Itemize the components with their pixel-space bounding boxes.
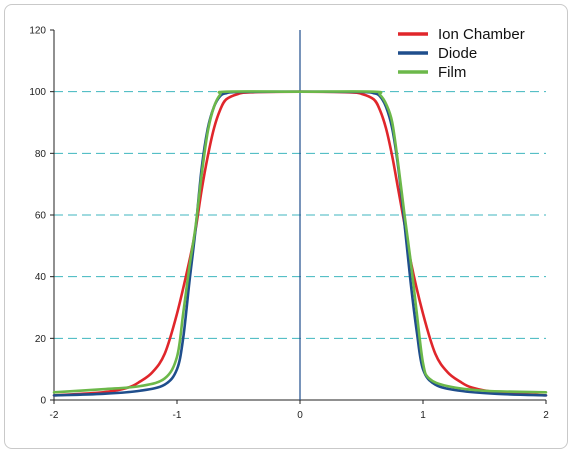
y-tick-label: 60 [35, 211, 47, 222]
legend-label-film: Film [438, 64, 466, 81]
x-tick-label: 1 [420, 410, 426, 421]
x-tick-label: 2 [543, 410, 549, 421]
y-tick-label: 80 [35, 149, 47, 160]
y-tick-label: 0 [40, 396, 46, 407]
x-tick-label: 0 [297, 410, 303, 421]
axes [50, 29, 547, 404]
x-tick-label: -1 [173, 410, 182, 421]
legend: Ion Chamber Diode Film [398, 26, 525, 81]
y-tick-label: 20 [35, 334, 47, 345]
legend-label-diode: Diode [438, 45, 477, 62]
y-tick-label: 120 [29, 26, 46, 37]
tick-labels: 0 20 40 60 80 100 120 -2 -1 0 1 2 [29, 26, 549, 422]
y-tick-label: 40 [35, 272, 47, 283]
chart-panel [4, 4, 568, 449]
legend-label-ion-chamber: Ion Chamber [438, 26, 525, 43]
y-tick-label: 100 [29, 87, 46, 98]
x-tick-label: -2 [50, 410, 59, 421]
series-line-film [52, 90, 548, 394]
series-lines [52, 90, 548, 397]
